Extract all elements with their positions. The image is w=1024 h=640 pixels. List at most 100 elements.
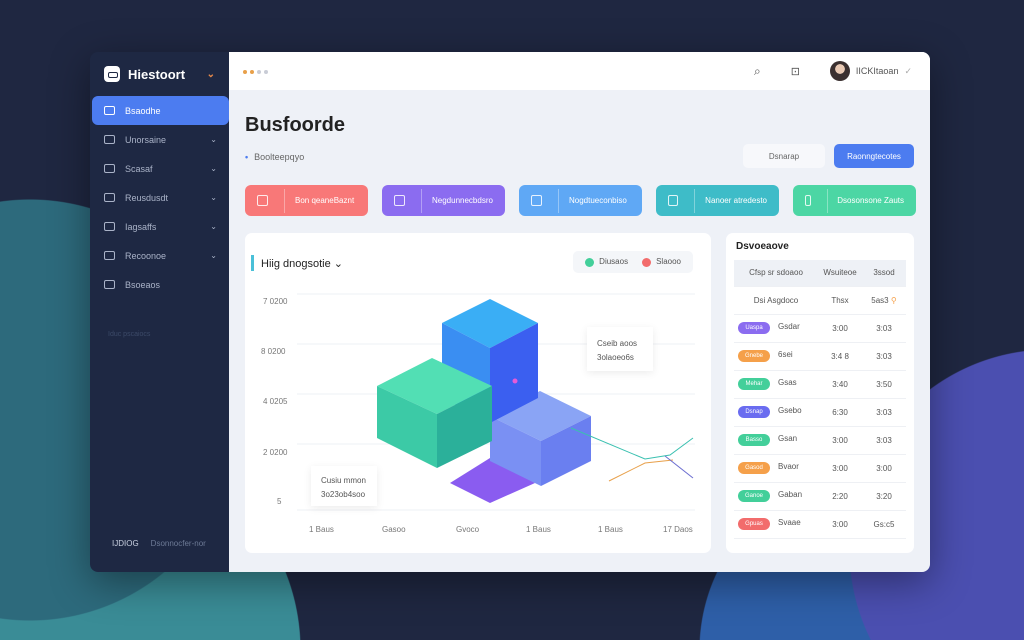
tooltip: Cusiu mmon 3o23ob4soo (311, 466, 377, 506)
secondary-button[interactable]: Dsnarap (743, 144, 825, 168)
column-header[interactable]: Wsuiteoe (818, 260, 862, 287)
card-label: Negdunnecbdsro (432, 196, 493, 205)
cart-icon (257, 195, 268, 206)
user-menu[interactable]: IICKItaoan ✓ (829, 61, 912, 81)
row-name: Svaae (778, 518, 801, 527)
row-value: 3:00 (818, 426, 862, 455)
divider (284, 188, 285, 213)
table-row[interactable]: Gnebe 6sei 3:4 8 3:03 (734, 342, 906, 371)
column-header[interactable]: Cfsp sr sdoaoo (734, 260, 818, 287)
chevron-down-icon[interactable]: ⌄ (206, 68, 215, 80)
row-value: 2:20 (818, 482, 862, 511)
chevron-down-icon: ✓ (904, 65, 912, 76)
summary-cards: Bon qeaneBaznt Negdunnecbdsro Nogdtueconbi… (245, 185, 916, 216)
document-icon (104, 164, 115, 173)
cube-green (377, 358, 492, 468)
table-row[interactable]: Ganoe Gaban 2:20 3:20 (734, 482, 906, 511)
row-value: 3:00 (818, 314, 862, 343)
card-label: Nogdtueconbiso (569, 196, 627, 205)
chat-icon (104, 280, 115, 289)
calendar-icon (394, 195, 405, 206)
user-name: IICKItaoan (855, 66, 899, 76)
summary-card[interactable]: Nogdtueconbiso (519, 185, 642, 216)
data-table: Cfsp sr sdoaoo Wsuiteoe 3ssod Dsi Asgdoc… (734, 260, 906, 539)
table-row[interactable]: Uaspa Gsdar 3:00 3:03 (734, 314, 906, 343)
cube-purple-base (450, 458, 535, 503)
chart-title[interactable]: Hiig dnogsotie ⌄ (261, 257, 343, 270)
status-badge: Basso (738, 434, 770, 446)
sidebar-item[interactable]: Bsoeaos (92, 270, 229, 299)
x-tick: Gvoco (456, 525, 480, 534)
x-ticks: 1 Baus Gasoo Gvoco 1 Baus 1 Baus 17 Daos (309, 525, 693, 534)
row-value: 3:00 (818, 454, 862, 483)
table-row[interactable]: Gasod Bvaor 3:00 3:00 (734, 454, 906, 483)
column-header[interactable]: 3ssod (862, 260, 906, 287)
legend-item[interactable]: Slaooo (642, 257, 681, 267)
chart-legend: Diusaos Slaooo (573, 251, 693, 273)
logo-icon (104, 66, 120, 82)
footer-label: IJDIOG (112, 539, 139, 548)
y-ticks: 7 0200 8 0200 4 0205 2 0200 5 (261, 297, 288, 506)
x-tick: 1 Baus (309, 525, 334, 534)
search-icon[interactable]: ⌕ (753, 63, 761, 78)
chart-panel: Hiig dnogsotie ⌄ Diusaos Slaooo 7 0200 8… (245, 233, 711, 553)
bag-icon (805, 195, 811, 206)
dashboard-icon (104, 106, 115, 115)
breadcrumb[interactable]: • Boolteepqyo (245, 152, 304, 162)
row-name: Gsan (778, 434, 798, 443)
brand[interactable]: Hiestoort ⌄ (90, 52, 229, 96)
x-tick: 17 Daos (663, 525, 693, 534)
table-panel: Dsvoeaove Cfsp sr sdoaoo Wsuiteoe 3ssod … (726, 233, 914, 553)
bookmark-icon[interactable]: ⊡ (790, 65, 800, 78)
chart-title-text: Hiig dnogsotie (261, 258, 331, 270)
row-name: Gsebo (778, 406, 802, 415)
status-badge: Gnebe (738, 350, 770, 362)
table-header: Cfsp sr sdoaoo Wsuiteoe 3ssod (734, 260, 906, 287)
sidebar-item-label: Reusdusdt (125, 192, 169, 203)
sidebar-item[interactable]: Unorsaine ⌄ (92, 125, 229, 154)
title-accent (251, 255, 254, 271)
bullet-icon: • (245, 152, 249, 162)
sidebar-item-label: Unorsaine (125, 134, 167, 145)
row-value: 3:50 (862, 370, 906, 399)
sidebar-item[interactable]: Recoonoe ⌄ (92, 241, 229, 270)
summary-card[interactable]: Dsosonsone Zauts (793, 185, 916, 216)
sidebar: Hiestoort ⌄ Bsaodhe Unorsaine ⌄ Scasaf ⌄ Reusd… (90, 52, 229, 572)
row-value: 6:30 (818, 398, 862, 427)
x-tick: 1 Baus (526, 525, 551, 534)
file-icon (668, 195, 679, 206)
summary-card[interactable]: Negdunnecbdsro (382, 185, 505, 216)
primary-button[interactable]: Raonngtecotes (834, 144, 914, 168)
sidebar-section-label: Iduc pscaiocs (108, 331, 151, 338)
row-name: Bvaor (778, 462, 799, 471)
row-name: Gsas (778, 378, 797, 387)
table-row[interactable]: Basso Gsan 3:00 3:03 (734, 426, 906, 455)
y-tick: 8 0200 (261, 347, 286, 356)
y-tick: 5 (277, 497, 282, 506)
chevron-down-icon: ⌄ (210, 193, 217, 202)
summary-card[interactable]: Bon qeaneBaznt (245, 185, 368, 216)
sidebar-item[interactable]: Reusdusdt ⌄ (92, 183, 229, 212)
sidebar-item-label: Scasaf (125, 163, 153, 174)
card-label: Nanoer atredesto (705, 196, 767, 205)
sidebar-nav: Bsaodhe Unorsaine ⌄ Scasaf ⌄ Reusdusdt ⌄ Iagsaf… (90, 96, 229, 299)
y-tick: 4 0205 (263, 397, 288, 406)
x-tick: Gasoo (382, 525, 406, 534)
sidebar-item[interactable]: Bsaodhe (92, 96, 229, 125)
sidebar-item[interactable]: Scasaf ⌄ (92, 154, 229, 183)
row-value: 3:4 8 (818, 342, 862, 371)
sort-icon[interactable]: ⚲ (890, 295, 897, 305)
chevron-down-icon: ⌄ (210, 251, 217, 260)
row-value: 3:00 (818, 510, 862, 539)
table-row[interactable]: Gpuas Svaae 3:00 Gs:c5 (734, 510, 906, 539)
footer-link[interactable]: Dsonnocfer-nor (150, 539, 206, 548)
sidebar-item[interactable]: Iagsaffs ⌄ (92, 212, 229, 241)
table-row[interactable]: Mehar Gsas 3:40 3:50 (734, 370, 906, 399)
table-row[interactable]: Dsnap Gsebo 6:30 3:03 (734, 398, 906, 427)
summary-card[interactable]: Nanoer atredesto (656, 185, 779, 216)
chevron-down-icon: ⌄ (210, 164, 217, 173)
legend-item[interactable]: Diusaos (585, 257, 628, 267)
chevron-down-icon: ⌄ (210, 222, 217, 231)
row-value: 3:03 (862, 398, 906, 427)
status-badge: Dsnap (738, 406, 770, 418)
